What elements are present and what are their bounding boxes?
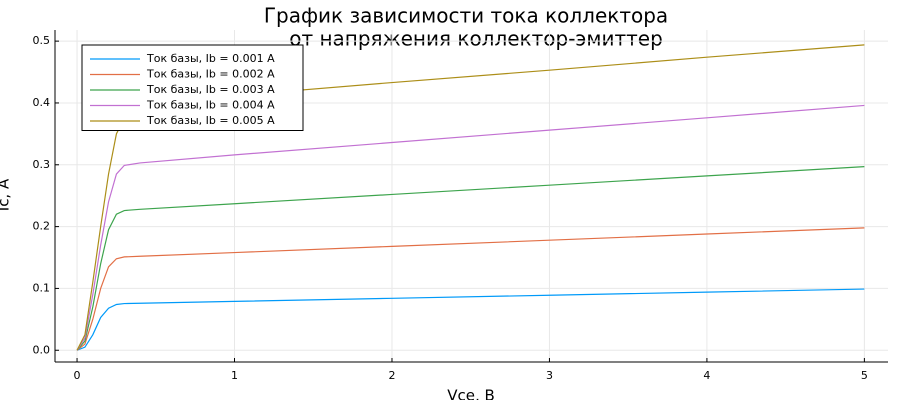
legend-label: Ток базы, Ib = 0.005 A — [146, 114, 275, 127]
y-tick-label: 0.5 — [33, 34, 51, 47]
y-tick-label: 0.3 — [33, 158, 51, 171]
x-axis-label: Vce, B — [447, 387, 495, 400]
series-line — [76, 288, 865, 351]
x-tick-label: 5 — [861, 369, 868, 382]
series-line — [76, 166, 865, 351]
x-tick-label: 2 — [388, 369, 395, 382]
y-tick-label: 0.4 — [33, 96, 51, 109]
x-tick-label: 4 — [703, 369, 710, 382]
y-axis-label: Ic, A — [0, 178, 13, 211]
chart-title: График зависимости тока коллектора — [264, 4, 668, 28]
y-tick-label: 0.0 — [33, 343, 51, 356]
x-tick-label: 0 — [74, 369, 81, 382]
legend-label: Ток базы, Ib = 0.003 A — [146, 83, 275, 96]
series-line — [76, 227, 865, 351]
chart-title: от напряжения коллектор-эмиттер — [289, 27, 663, 51]
legend: Ток базы, Ib = 0.001 A Ток базы, Ib = 0.0… — [81, 44, 304, 131]
x-tick-label: 3 — [546, 369, 553, 382]
legend-label: Ток базы, Ib = 0.004 A — [146, 99, 275, 112]
y-tick-label: 0.1 — [33, 281, 51, 294]
legend-label: Ток базы, Ib = 0.002 A — [146, 68, 275, 81]
legend-label: Ток базы, Ib = 0.001 A — [146, 52, 275, 65]
y-tick-label: 0.2 — [33, 220, 51, 233]
x-tick-label: 1 — [231, 369, 238, 382]
series-line — [76, 104, 865, 351]
